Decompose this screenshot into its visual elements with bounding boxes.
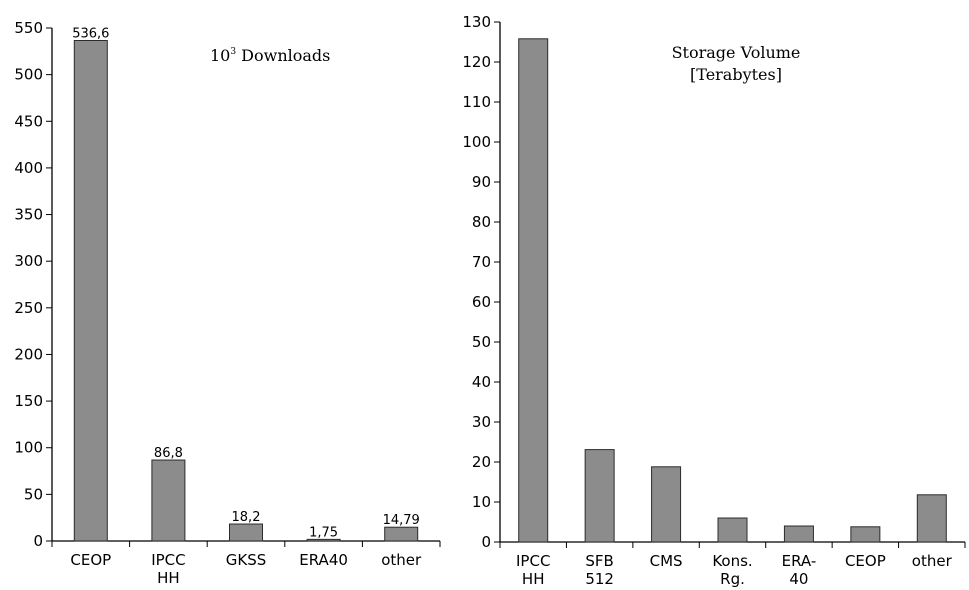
downloads-x-tick-label: other: [381, 551, 422, 569]
downloads-y-tick-label: 0: [33, 532, 43, 550]
downloads-bar: [229, 523, 263, 542]
downloads-data-label: 14,79: [383, 513, 420, 528]
downloads-bar: [306, 538, 341, 542]
storage-x-tick-label: SFB 512: [585, 552, 614, 588]
storage-y-tick-label: 100: [462, 133, 491, 151]
downloads-y-tick-label: 300: [14, 252, 43, 270]
storage-x-tick-label: Kons. Rg.: [712, 552, 752, 588]
downloads-bar: [151, 459, 186, 542]
storage-y-tick-label: 80: [472, 213, 491, 231]
storage-x-tick-label: CEOP: [845, 552, 886, 570]
storage-y-tick-label: 60: [472, 293, 491, 311]
storage-y-tick-label: 10: [472, 493, 491, 511]
storage-y-tick-label: 110: [462, 93, 491, 111]
storage-bar: [783, 525, 814, 543]
downloads-y-tick-label: 150: [14, 392, 43, 410]
storage-y-tick-label: 120: [462, 53, 491, 71]
storage-y-tick-label: 30: [472, 413, 491, 431]
downloads-y-tick-label: 200: [14, 345, 43, 363]
storage-volume-chart: Storage Volume [Terabytes] 0 10 20 30 40 50 60…: [462, 13, 966, 588]
storage-y-tick-label: 20: [472, 453, 491, 471]
storage-bar: [584, 449, 615, 543]
storage-bar: [916, 494, 947, 543]
storage-bar: [717, 517, 748, 543]
downloads-y-tick-label: 100: [14, 439, 43, 457]
downloads-y-tick-label: 500: [14, 66, 43, 84]
storage-chart-title-line-2: [Terabytes]: [690, 65, 782, 84]
storage-y-tick-label: 50: [472, 333, 491, 351]
storage-bar: [651, 466, 682, 543]
downloads-x-tick-label: CEOP: [70, 551, 111, 569]
downloads-data-label: 86,8: [154, 446, 183, 461]
storage-chart-title-line-1: Storage Volume: [672, 43, 801, 62]
storage-bar: [518, 38, 549, 543]
storage-bar: [850, 526, 881, 543]
downloads-data-label: 18,2: [232, 510, 261, 525]
storage-y-tick-label: 0: [481, 533, 491, 551]
downloads-y-tick-label: 400: [14, 159, 43, 177]
downloads-y-tick-label: 250: [14, 299, 43, 317]
downloads-x-tick-label: IPCC HH: [151, 551, 185, 587]
downloads-chart: 103 Downloads 0 50 100 150 200 250 300 350 400 45…: [14, 19, 441, 587]
downloads-y-tick-label: 550: [14, 19, 43, 37]
downloads-chart-title: 103 Downloads: [210, 46, 330, 65]
storage-x-tick-label: CMS: [650, 552, 683, 570]
storage-x-tick-label: IPCC HH: [516, 552, 550, 588]
downloads-x-tick-label: GKSS: [226, 551, 267, 569]
storage-x-tick-label: other: [912, 552, 953, 570]
storage-y-tick-label: 130: [462, 13, 491, 31]
storage-x-tick-label: ERA-40: [782, 552, 817, 588]
downloads-bar: [73, 39, 108, 542]
downloads-y-tick-label: 450: [14, 112, 43, 130]
downloads-x-tick-label: ERA40: [299, 551, 348, 569]
storage-y-tick-label: 40: [472, 373, 491, 391]
downloads-data-label: 1,75: [309, 525, 338, 540]
downloads-bar: [384, 526, 419, 542]
downloads-y-tick-label: 350: [14, 206, 43, 224]
downloads-data-label: 536,6: [72, 26, 109, 41]
storage-y-tick-label: 70: [472, 253, 491, 271]
downloads-y-tick-label: 50: [24, 485, 43, 503]
storage-y-tick-label: 90: [472, 173, 491, 191]
